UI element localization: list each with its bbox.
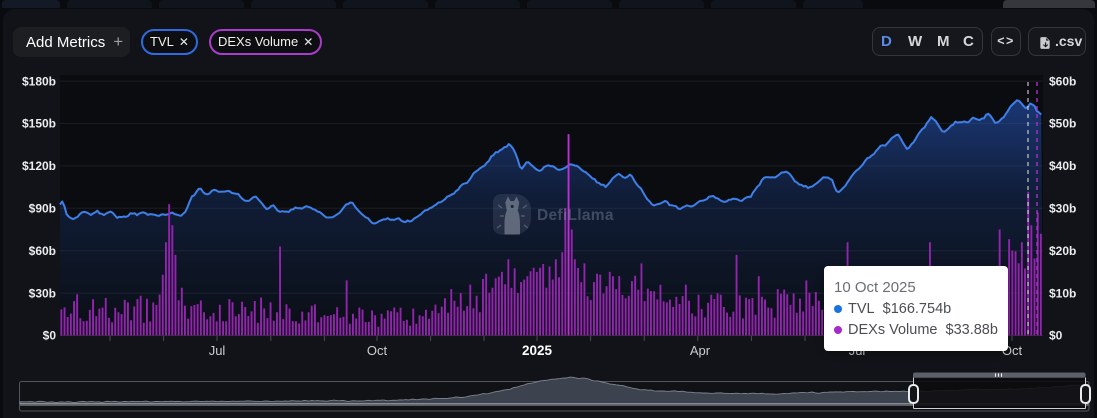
svg-text:$180b: $180b	[22, 74, 56, 88]
svg-text:$60b: $60b	[1049, 74, 1076, 88]
svg-text:Apr: Apr	[690, 343, 711, 358]
svg-text:Jul: Jul	[209, 343, 226, 358]
svg-text:2025: 2025	[522, 343, 553, 358]
svg-text:$50b: $50b	[1049, 117, 1076, 131]
svg-text:$10b: $10b	[1049, 286, 1076, 300]
svg-text:$0: $0	[1049, 329, 1063, 343]
svg-text:$90b: $90b	[29, 202, 56, 216]
svg-text:DefiLlama: DefiLlama	[537, 207, 614, 224]
svg-text:$150b: $150b	[22, 117, 56, 131]
svg-text:$60b: $60b	[29, 244, 56, 258]
svg-text:$30b: $30b	[1049, 202, 1076, 216]
svg-text:$40b: $40b	[1049, 159, 1076, 173]
svg-text:$0: $0	[43, 329, 57, 343]
svg-text:$30b: $30b	[29, 286, 56, 300]
svg-text:$20b: $20b	[1049, 244, 1076, 258]
svg-text:Oct: Oct	[367, 343, 388, 358]
svg-text:$120b: $120b	[22, 159, 56, 173]
